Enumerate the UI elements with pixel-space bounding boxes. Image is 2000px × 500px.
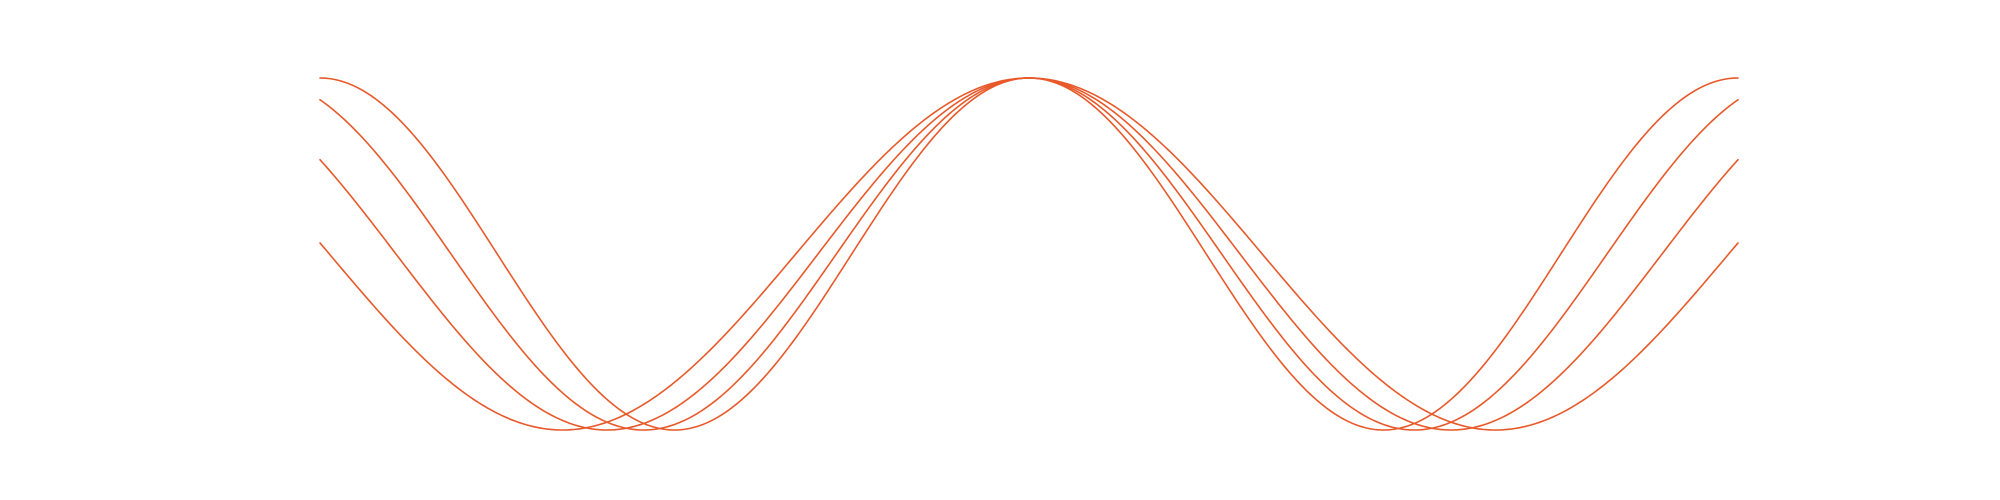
series-group <box>319 77 1739 431</box>
series-line-2 <box>319 77 1739 431</box>
series-line-1 <box>319 77 1739 431</box>
series-line-3 <box>319 77 1739 431</box>
series-line-4 <box>319 77 1739 431</box>
